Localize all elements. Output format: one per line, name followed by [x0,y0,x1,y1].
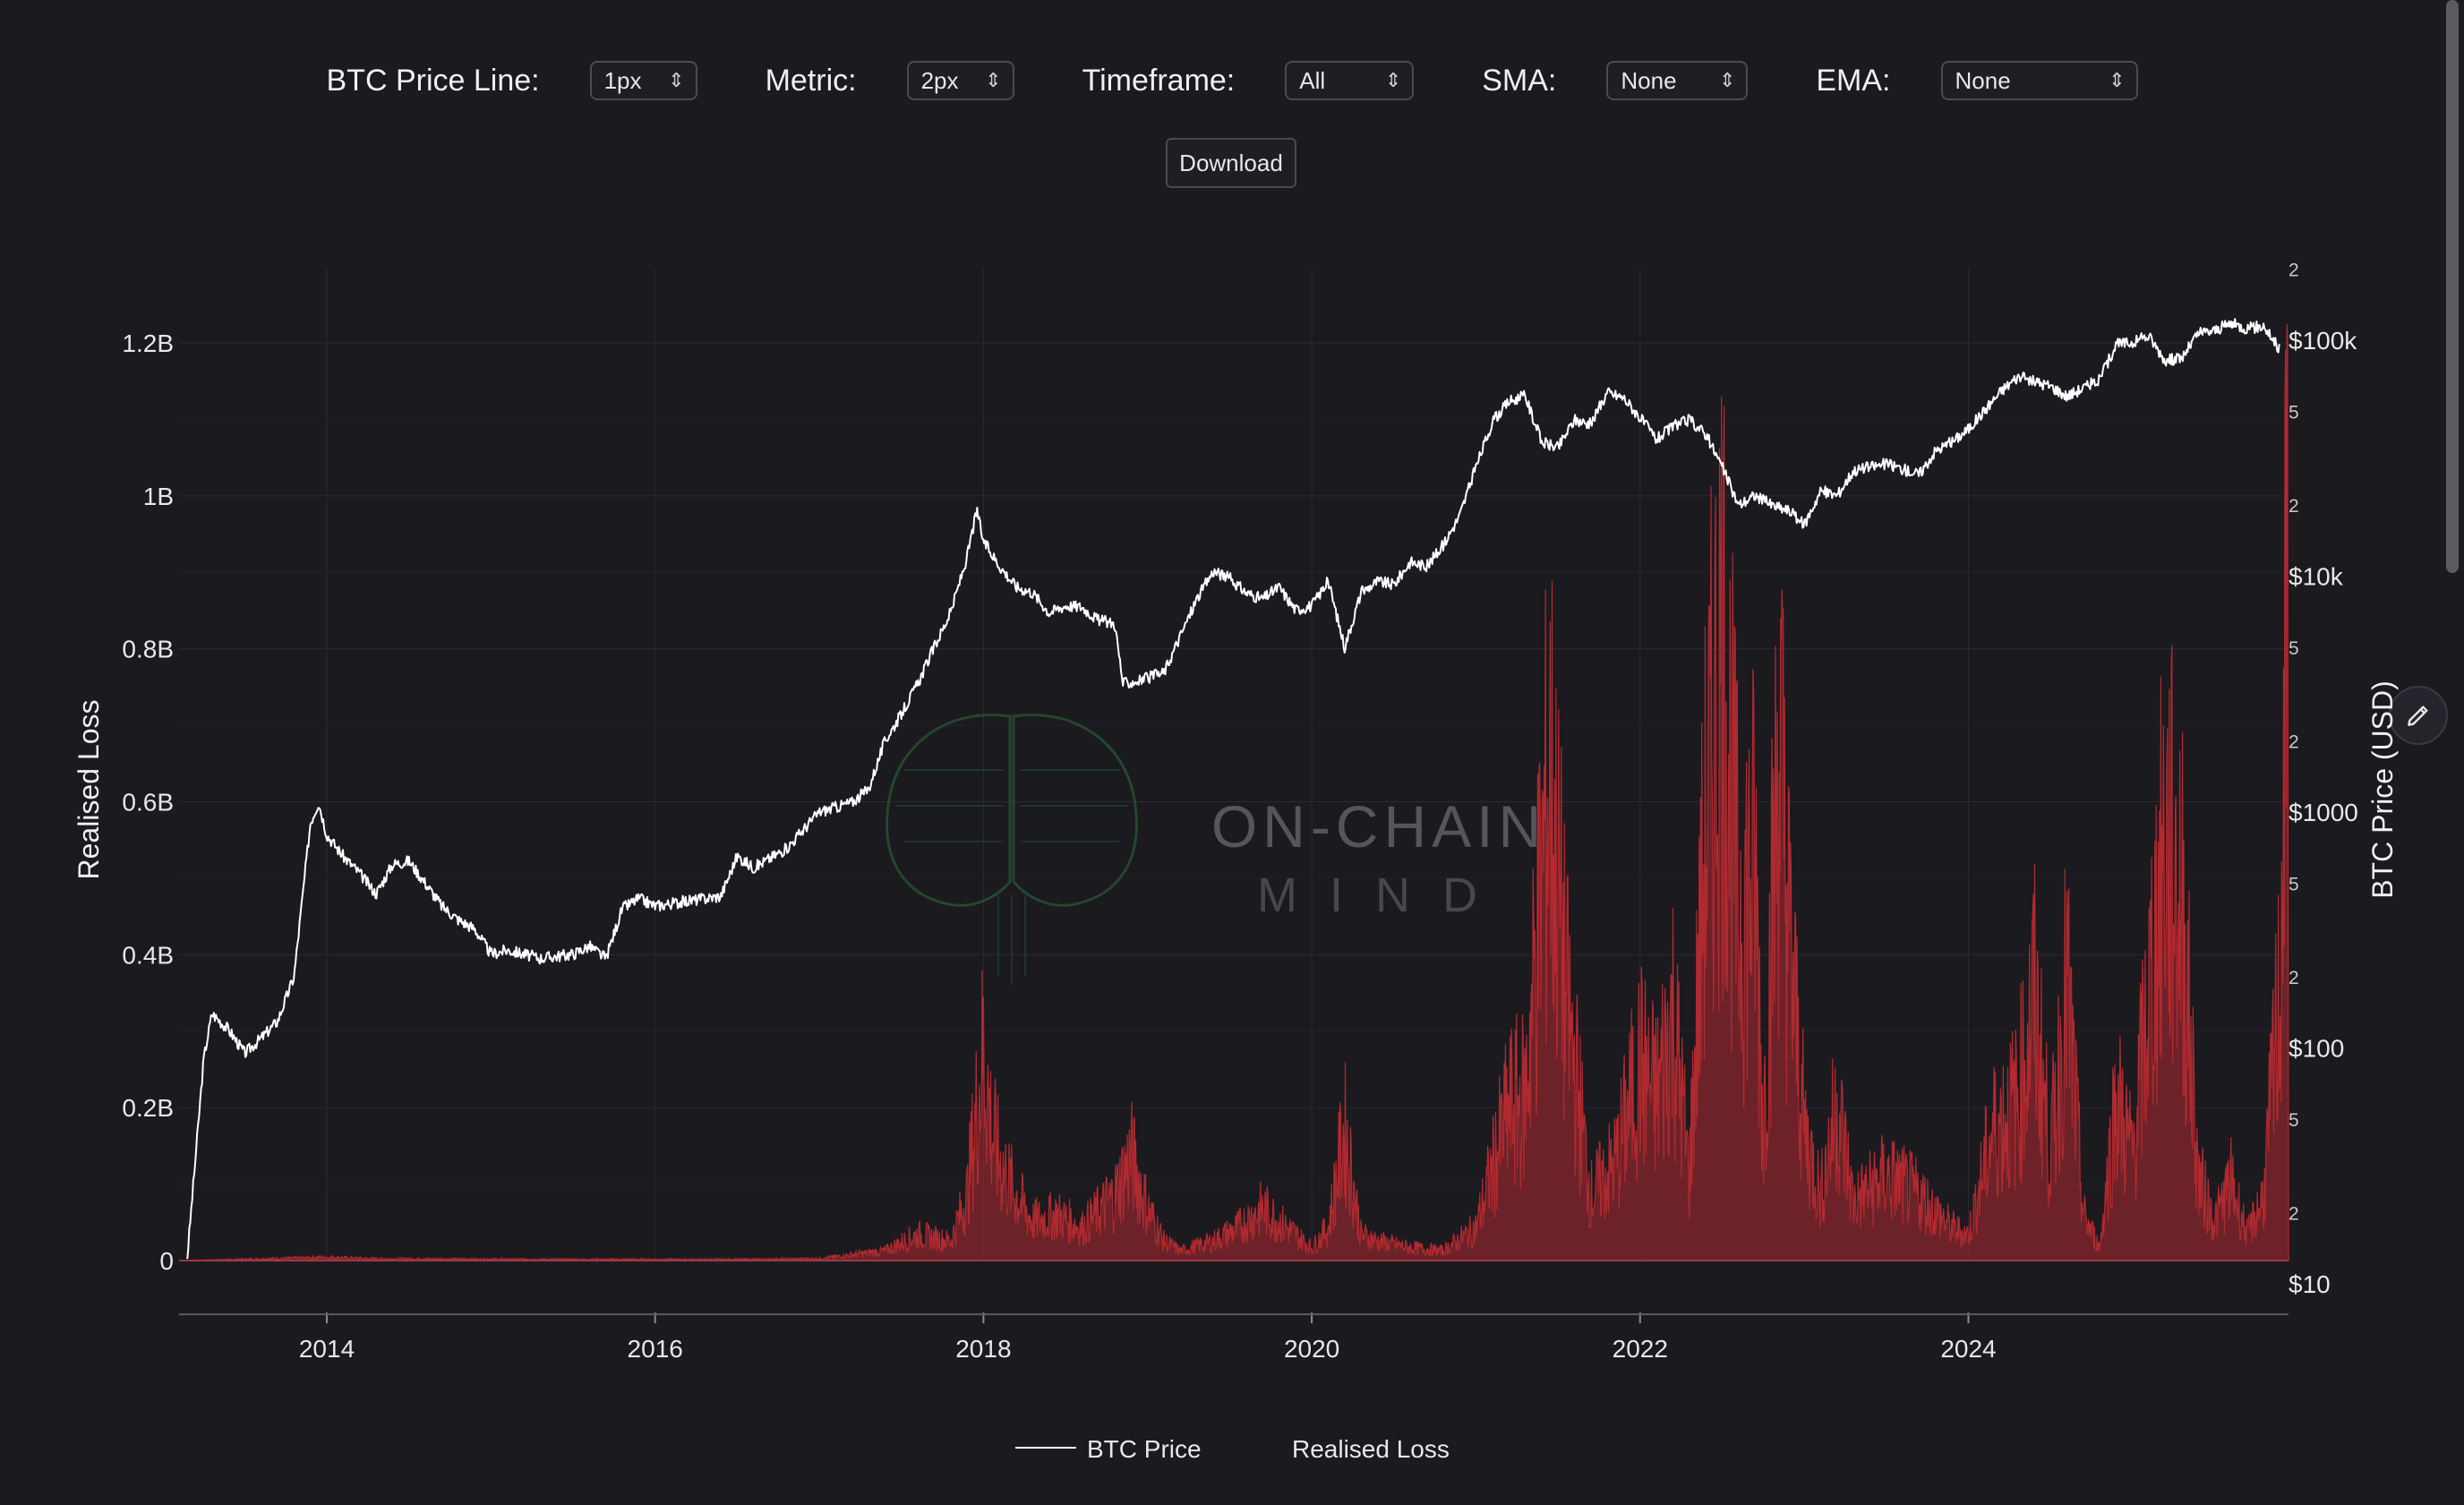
legend-item-btc-price: BTC Price [1087,1435,1202,1463]
y-right-tick-label: $10 [2289,1270,2331,1298]
y-right-tick-label: $1000 [2289,799,2358,826]
ema-value: None [1955,66,2011,94]
y-right-minor-tick-label: 2 [2289,968,2299,988]
download-button[interactable]: Download [1166,138,1296,188]
y-left-tick-label: 0.6B [122,789,174,817]
y-right-minor-tick-label: 2 [2289,732,2299,753]
y-right-tick-label: $100 [2289,1035,2344,1063]
chart-controls: BTC Price Line: 1px ⇕ Metric: 2px ⇕ Time… [0,61,2464,100]
watermark-title: ON-CHAIN [1211,793,1546,859]
y-left-tick-label: 0.8B [122,636,174,663]
y-right-minor-tick-label: 2 [2289,261,2299,281]
brain-logo [886,714,1138,985]
y-left-tick-label: 0 [159,1247,174,1275]
watermark-subtitle: MIND [1257,868,1510,922]
x-tick-label: 2022 [1613,1335,1668,1363]
scrollbar[interactable] [2446,0,2459,573]
sma-value: None [1621,66,1677,94]
y-axis-left-title: Realised Loss [73,700,105,880]
y-left-tick-label: 0.2B [122,1094,174,1122]
legend: BTC Price Realised Loss [1015,1435,1450,1463]
y-left-tick-label: 0.4B [122,941,174,969]
grid [179,269,2289,1261]
up-down-chevron-icon: ⇕ [985,69,1002,91]
x-tick-label: 2016 [628,1335,683,1363]
y-left-tick-label: 1B [143,483,174,510]
legend-item-realised-loss: Realised Loss [1292,1435,1450,1463]
up-down-chevron-icon: ⇕ [1384,69,1402,91]
metric-select[interactable]: 2px ⇕ [906,61,1014,100]
y-left-tick-label: 1.2B [122,329,174,357]
y-right-tick-label: $100k [2289,327,2357,355]
x-tick-label: 2024 [1940,1335,1996,1363]
up-down-chevron-icon: ⇕ [1718,69,1736,91]
y-right-minor-tick-label: 2 [2289,1204,2299,1225]
up-down-chevron-icon: ⇕ [668,69,685,91]
price-line-select[interactable]: 1px ⇕ [589,61,697,100]
btc-price-series [186,318,2280,1260]
edit-button[interactable] [2389,686,2448,745]
btc-price-line [186,318,2280,1260]
up-down-chevron-icon: ⇕ [2109,69,2126,91]
metric-value: 2px [920,66,959,94]
pencil-icon [2408,705,2428,726]
x-tick-label: 2018 [955,1335,1011,1363]
y-right-minor-tick-label: 5 [2289,874,2299,894]
x-tick-label: 2020 [1284,1335,1339,1363]
y-right-minor-tick-label: 2 [2289,496,2299,517]
y-right-minor-tick-label: 5 [2289,1110,2299,1131]
metric-control: Metric: 2px ⇕ [766,61,1014,100]
y-right-minor-tick-label: 5 [2289,402,2299,423]
watermark: ON-CHAIN MIND [886,714,1546,985]
timeframe-select[interactable]: All ⇕ [1285,61,1415,100]
x-tick-label: 2014 [299,1335,355,1363]
timeframe-value: All [1299,66,1326,94]
price-line-control: BTC Price Line: 1px ⇕ [327,61,697,100]
ema-control: EMA: None ⇕ [1816,61,2138,100]
timeframe-label: Timeframe: [1082,63,1236,98]
ema-select[interactable]: None ⇕ [1940,61,2138,100]
sma-label: SMA: [1482,63,1557,98]
realised-loss-series [179,323,2289,1261]
price-line-label: BTC Price Line: [326,63,540,98]
sma-control: SMA: None ⇕ [1482,61,1749,100]
ema-label: EMA: [1816,63,1891,98]
realised-loss-area [179,323,2289,1261]
y-right-tick-label: $10k [2289,563,2344,591]
price-line-value: 1px [603,66,642,94]
y-right-minor-tick-label: 5 [2289,638,2299,659]
metric-label: Metric: [765,63,857,98]
timeframe-control: Timeframe: All ⇕ [1082,61,1415,100]
axes: 0 0.2B 0.4B 0.6B 0.8B 1B 1.2B 2014 2016 2018 2020 2… [122,261,2357,1363]
sma-select[interactable]: None ⇕ [1606,61,1749,100]
